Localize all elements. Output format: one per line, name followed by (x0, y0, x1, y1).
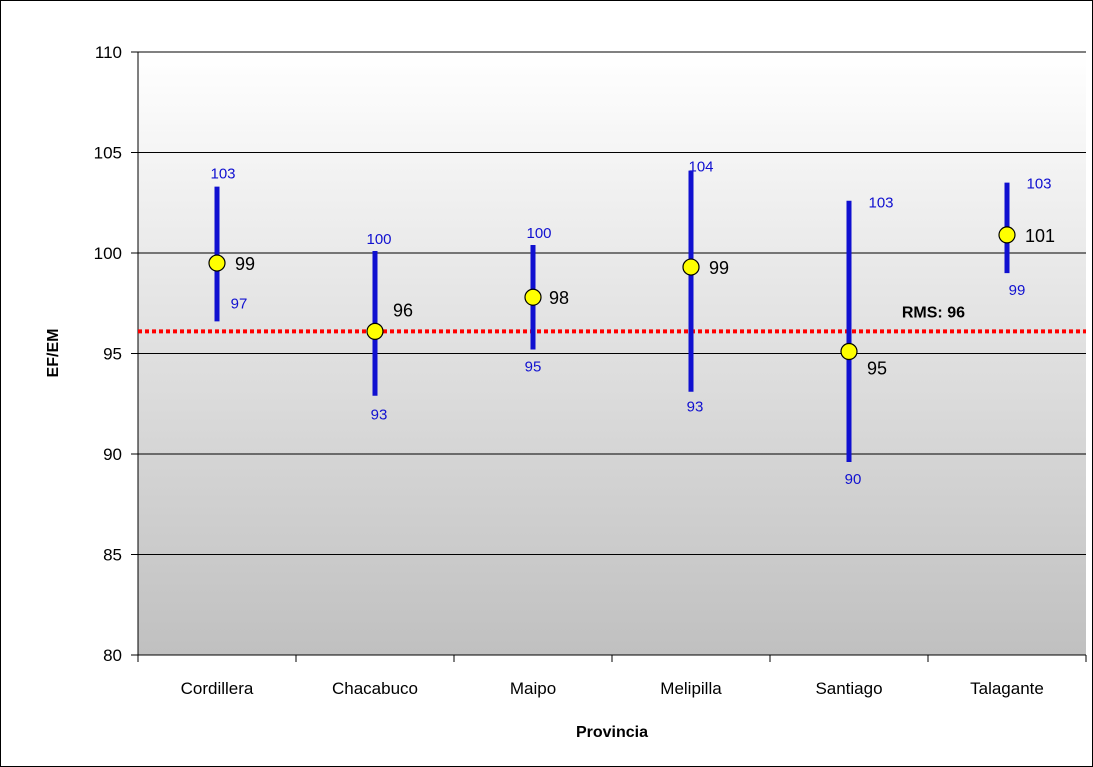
y-tick-label: 80 (103, 646, 122, 665)
y-tick-label: 105 (94, 144, 122, 163)
gridlines (138, 51, 1086, 555)
data-points (208, 226, 1016, 361)
upper-bound-label: 104 (688, 159, 713, 176)
lower-bound-label: 95 (525, 358, 542, 375)
upper-bound-label: 100 (366, 231, 391, 248)
y-tick-label: 100 (94, 244, 122, 263)
value-label: 101 (1025, 226, 1055, 246)
y-tick-label: 85 (103, 546, 122, 565)
data-point (682, 258, 700, 276)
upper-bound-label: 103 (868, 195, 893, 212)
data-point (208, 254, 226, 272)
lower-bound-label: 97 (231, 295, 248, 312)
value-label: 96 (393, 300, 413, 320)
lower-bound-label: 93 (371, 407, 388, 424)
x-axis-title: Provincia (576, 724, 648, 741)
y-tick-labels: 80 85 90 95 100 105 110 (94, 43, 122, 665)
value-label: 99 (709, 258, 729, 278)
upper-bound-label: 103 (1026, 176, 1051, 193)
x-tick-label: Cordillera (181, 679, 254, 698)
data-point (524, 288, 542, 306)
y-tick-label: 90 (103, 445, 122, 464)
lower-bound-label: 90 (845, 471, 862, 488)
data-point (840, 342, 858, 361)
reference-line-group: RMS: 96 (138, 304, 1086, 334)
y-tick-label: 95 (103, 345, 122, 364)
x-tick-labels: Cordillera Chacabuco Maipo Melipilla Santiag… (181, 679, 1044, 698)
y-tick-label: 110 (95, 43, 122, 62)
upper-bound-label: 103 (210, 166, 235, 183)
upper-bound-label: 100 (526, 225, 551, 242)
value-label: 95 (867, 358, 887, 378)
lower-bound-label: 99 (1009, 282, 1026, 299)
axes (131, 51, 1087, 662)
x-tick-label: Melipilla (660, 679, 722, 698)
error-bars (214, 170, 1010, 463)
data-point (366, 322, 384, 340)
reference-line-label: RMS: 96 (902, 304, 965, 321)
value-label: 99 (235, 254, 255, 274)
value-label: 98 (549, 288, 569, 308)
x-tick-label: Santiago (815, 679, 882, 698)
lower-bound-label: 93 (687, 399, 704, 416)
data-labels: 103 97 99 100 93 96 100 95 98 104 93 99 103 90 95 103 99… (210, 159, 1055, 488)
x-tick-label: Maipo (510, 679, 556, 698)
y-axis-title: EF/EM (45, 329, 62, 378)
x-tick-label: Chacabuco (332, 679, 418, 698)
data-point (998, 226, 1016, 244)
x-tick-label: Talagante (970, 679, 1044, 698)
